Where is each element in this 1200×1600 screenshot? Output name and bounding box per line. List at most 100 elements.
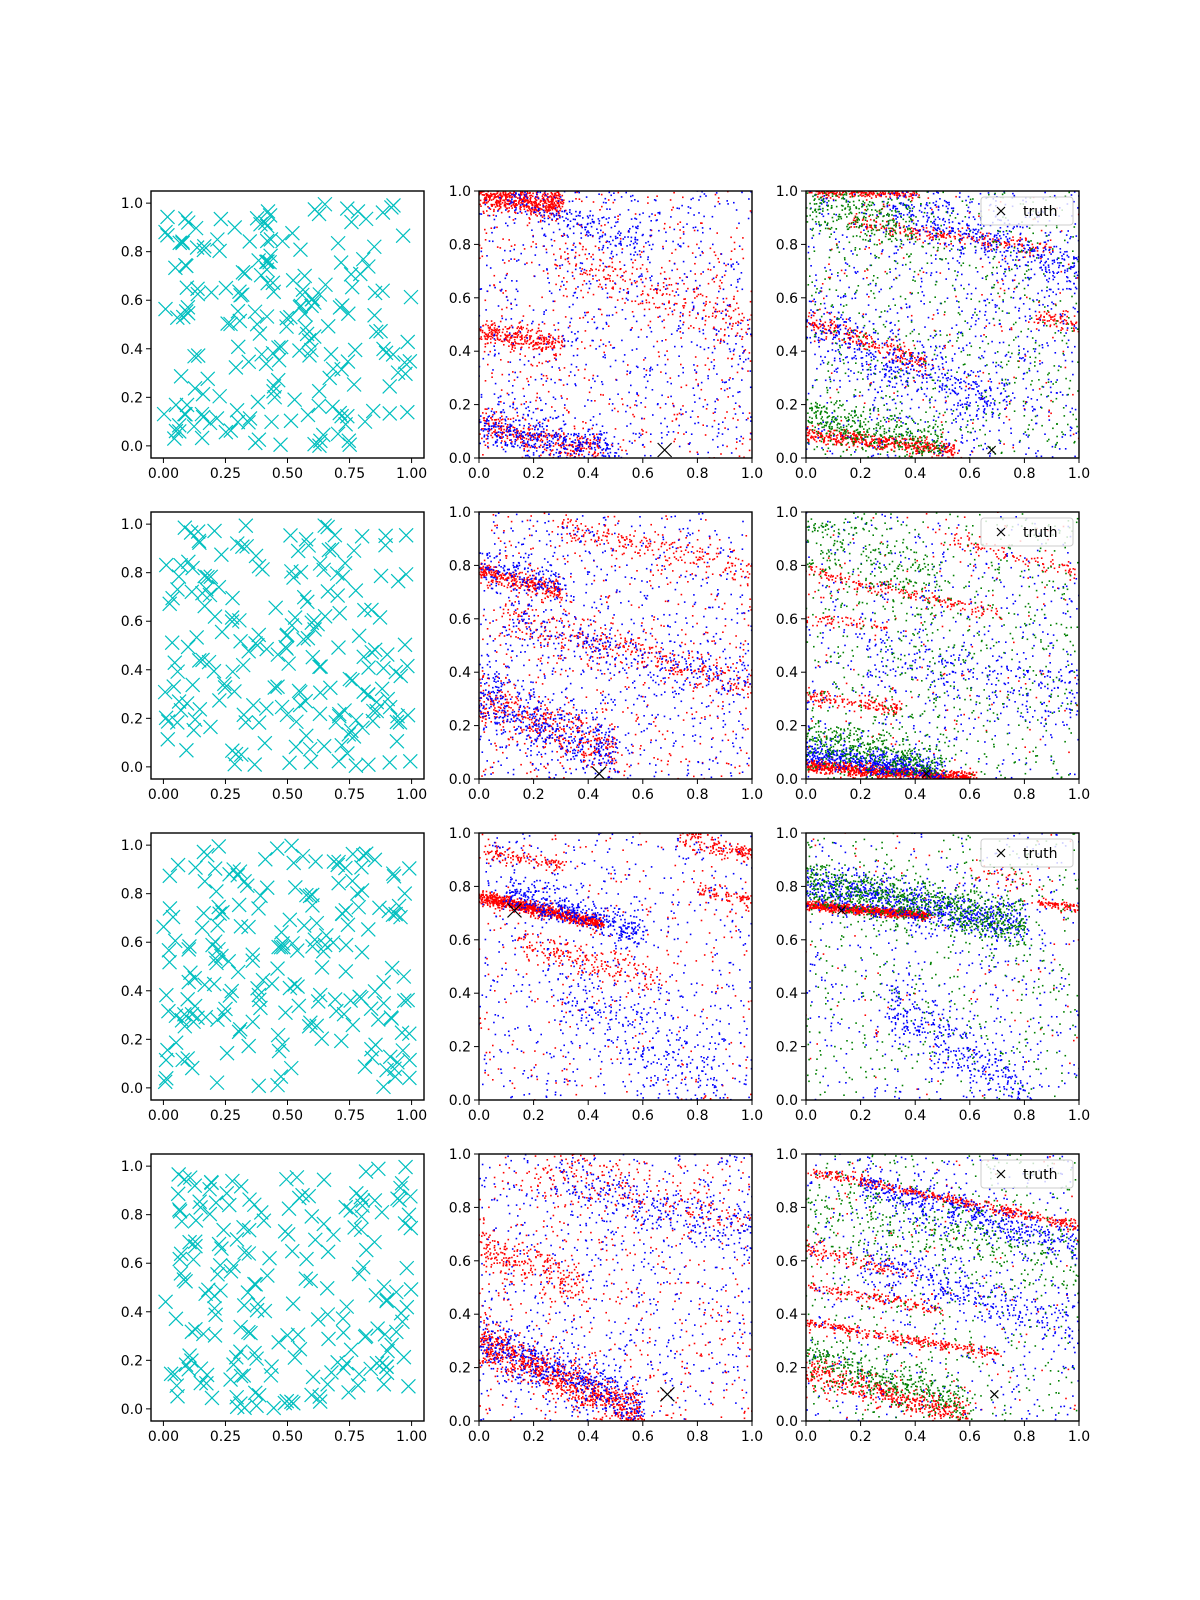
posterior-point <box>506 424 509 426</box>
posterior-point <box>619 287 622 290</box>
posterior-point <box>834 327 836 329</box>
posterior-point <box>1024 237 1027 239</box>
posterior-point <box>621 297 624 300</box>
posterior-point <box>524 445 527 448</box>
posterior-point <box>559 248 561 250</box>
posterior-point <box>813 429 816 432</box>
posterior-point <box>1005 407 1007 409</box>
posterior-point <box>531 208 534 211</box>
posterior-point <box>886 445 888 448</box>
posterior-point <box>492 198 495 201</box>
sample-point <box>382 405 398 421</box>
posterior-point <box>528 449 530 452</box>
posterior-point <box>604 283 607 286</box>
posterior-point <box>611 445 614 448</box>
posterior-point <box>517 201 520 204</box>
posterior-point <box>725 381 727 383</box>
posterior-point <box>594 245 597 248</box>
posterior-point <box>489 208 492 210</box>
posterior-point <box>500 442 502 444</box>
posterior-point <box>529 208 531 211</box>
posterior-point <box>546 342 549 344</box>
posterior-point <box>864 348 867 351</box>
posterior-point <box>704 337 707 340</box>
posterior-point <box>527 440 529 443</box>
posterior-point <box>506 444 509 446</box>
posterior-point <box>695 372 698 374</box>
posterior-point <box>919 359 922 361</box>
posterior-point <box>574 191 577 194</box>
posterior-point <box>518 329 520 332</box>
posterior-point <box>1076 277 1079 279</box>
posterior-point <box>1070 320 1072 323</box>
posterior-point <box>741 379 743 381</box>
posterior-point <box>518 322 521 324</box>
posterior-point <box>549 446 551 448</box>
posterior-point <box>898 192 900 195</box>
posterior-point <box>720 388 722 390</box>
posterior-point <box>735 447 737 450</box>
posterior-point <box>695 288 698 290</box>
posterior-point <box>538 353 541 356</box>
posterior-point <box>612 270 615 272</box>
posterior-point <box>605 431 608 434</box>
posterior-point <box>627 209 630 211</box>
posterior-point <box>604 354 606 356</box>
posterior-point <box>545 360 547 363</box>
posterior-point <box>594 455 597 458</box>
posterior-point <box>515 196 517 198</box>
posterior-point <box>664 354 666 357</box>
posterior-point <box>624 302 626 304</box>
posterior-point <box>879 223 882 226</box>
posterior-point <box>612 347 614 349</box>
posterior-point <box>481 255 484 258</box>
posterior-point <box>541 441 543 443</box>
posterior-point <box>594 437 596 439</box>
posterior-point <box>923 445 926 447</box>
posterior-point <box>971 238 973 241</box>
posterior-point <box>554 398 557 400</box>
sample-point <box>318 277 333 293</box>
posterior-point <box>904 195 907 198</box>
posterior-point <box>883 227 886 230</box>
posterior-point <box>910 227 913 229</box>
posterior-point <box>942 453 944 456</box>
posterior-point <box>583 377 586 379</box>
posterior-point <box>716 310 719 313</box>
posterior-point <box>829 321 832 324</box>
posterior-point <box>920 440 922 443</box>
posterior-point <box>500 359 502 361</box>
posterior-point <box>1000 265 1002 267</box>
posterior-point <box>961 227 964 229</box>
posterior-point <box>650 248 653 251</box>
posterior-point <box>851 438 853 441</box>
posterior-point <box>594 443 596 445</box>
posterior-point <box>1052 336 1054 339</box>
posterior-point <box>526 442 529 444</box>
posterior-point <box>487 445 489 448</box>
sample-point <box>189 240 205 256</box>
posterior-point <box>555 214 557 217</box>
posterior-point <box>695 371 698 373</box>
posterior-point <box>520 202 522 204</box>
posterior-point <box>749 386 752 389</box>
posterior-point <box>926 436 928 438</box>
posterior-point <box>557 201 559 204</box>
posterior-point <box>1042 251 1045 253</box>
posterior-point <box>875 221 878 223</box>
posterior-point <box>1018 360 1020 362</box>
posterior-point <box>733 298 735 300</box>
posterior-point <box>550 206 552 209</box>
posterior-point <box>554 339 557 342</box>
posterior-point <box>521 337 523 339</box>
posterior-point <box>601 425 604 427</box>
posterior-point <box>539 434 541 437</box>
posterior-point <box>525 199 528 201</box>
posterior-point <box>860 339 862 342</box>
posterior-point <box>918 441 921 443</box>
sample-point <box>232 284 247 300</box>
posterior-point <box>840 419 843 422</box>
posterior-point <box>697 312 699 314</box>
posterior-point <box>569 449 572 452</box>
posterior-point <box>943 233 945 235</box>
